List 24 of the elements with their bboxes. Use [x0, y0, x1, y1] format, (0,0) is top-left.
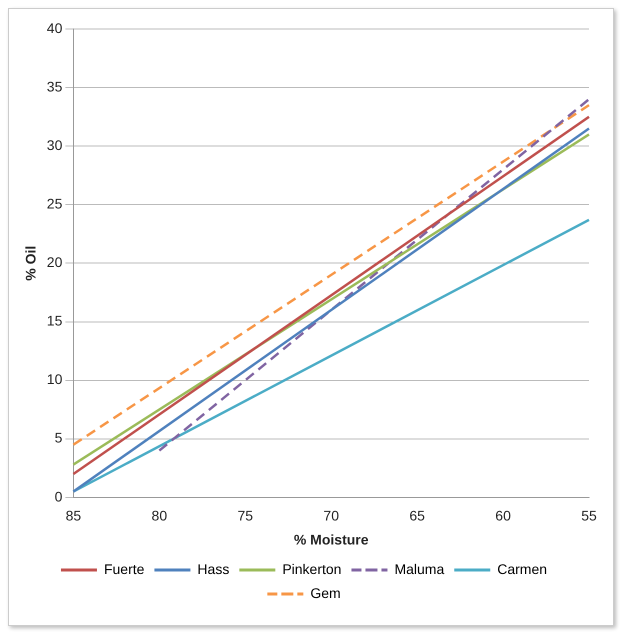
x-tick-label: 55 [581, 508, 597, 524]
x-tick-label: 75 [237, 508, 254, 524]
legend-label: Gem [310, 584, 341, 601]
x-tick-label: 65 [409, 508, 426, 524]
x-tick-label: 60 [495, 508, 512, 524]
y-tick-label: 10 [46, 371, 63, 388]
y-tick-label: 20 [46, 254, 63, 270]
y-tick-label: 35 [46, 78, 63, 94]
legend-label: Pinkerton [282, 560, 342, 577]
x-tick-label: 85 [66, 508, 82, 524]
legend-label: Hass [197, 560, 230, 577]
legend-label: Fuerte [104, 560, 145, 577]
x-axis-title: % Moisture [294, 531, 369, 548]
legend-label: Maluma [394, 560, 444, 577]
legend-label: Carmen [497, 560, 548, 577]
y-tick-label: 0 [54, 488, 63, 504]
y-tick-label: 40 [46, 20, 63, 36]
x-tick-label: 70 [323, 508, 340, 524]
y-tick-label: 15 [46, 312, 63, 329]
x-tick-label: 80 [152, 508, 168, 524]
y-tick-label: 30 [46, 136, 63, 153]
y-tick-label: 25 [46, 196, 63, 212]
y-tick-label: 5 [54, 430, 63, 446]
y-axis-title: % Oil [22, 246, 38, 281]
